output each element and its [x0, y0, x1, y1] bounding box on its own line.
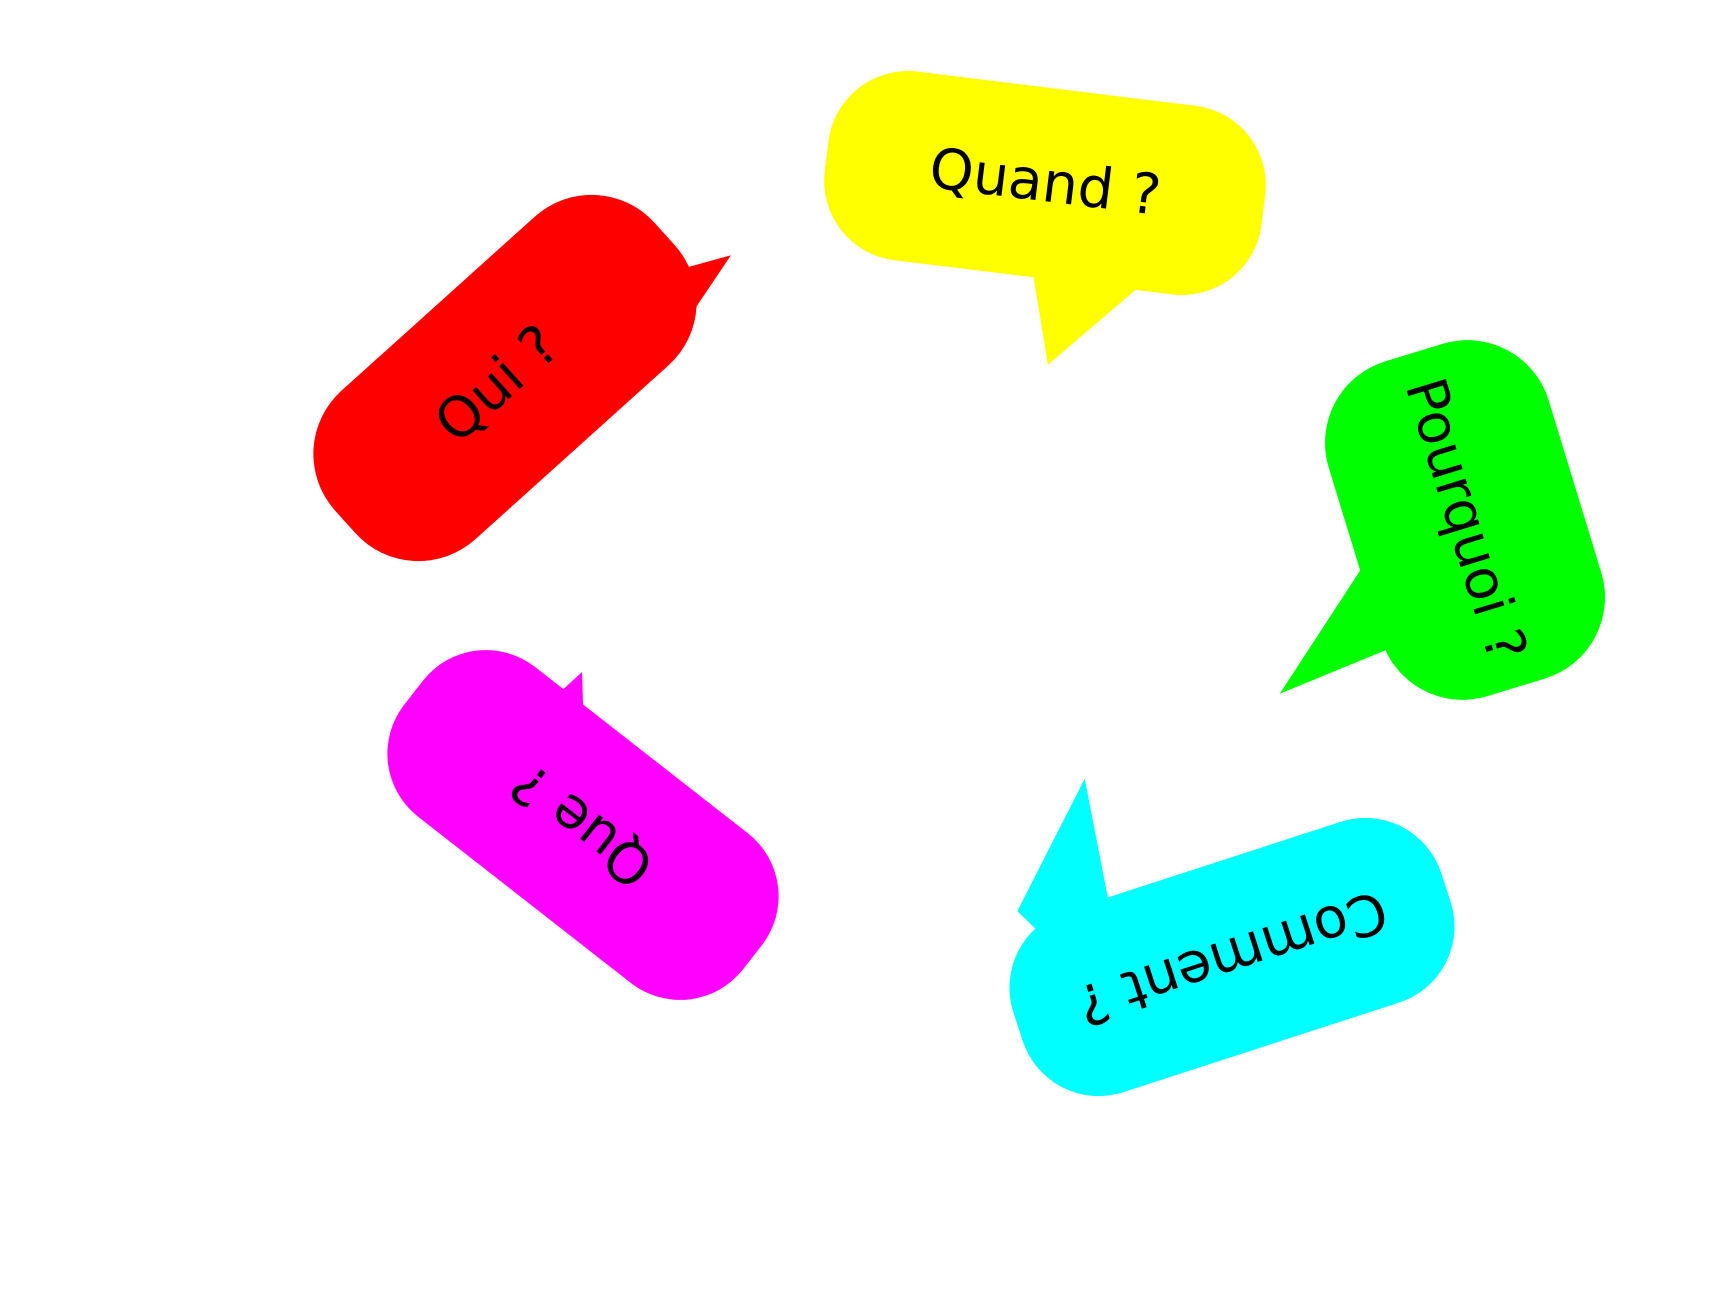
bubble-quand: Quand ?: [824, 71, 1266, 365]
bubble-comment-body: [1009, 817, 1455, 1097]
bubble-quand-body: [824, 71, 1266, 295]
bubble-quand-tail: [1027, 241, 1172, 365]
bubble-comment-tail: [1017, 778, 1132, 1022]
bubble-que-tail: [425, 671, 586, 816]
bubble-que-body: [387, 650, 779, 1000]
bubble-pourquoi: Pourquoi ?: [1279, 340, 1606, 700]
bubble-qui-tail: [580, 255, 731, 375]
bubble-pourquoi-tail: [1279, 521, 1399, 694]
bubble-comment: Comment ?: [1009, 778, 1455, 1097]
bubble-que: Que ?: [387, 650, 779, 1000]
bubble-qui: Qui ?: [313, 194, 731, 562]
bubble-qui-body: [313, 194, 697, 562]
